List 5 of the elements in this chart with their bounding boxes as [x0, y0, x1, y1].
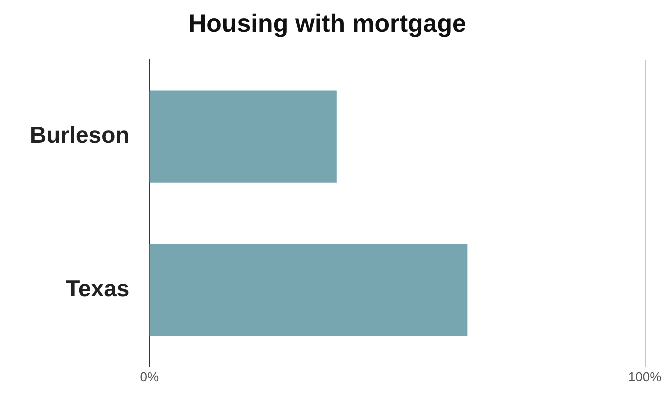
chart-title: Housing with mortgage: [188, 10, 466, 38]
y-tick-label: Burleson: [30, 122, 130, 148]
x-tick-label: 0%: [140, 370, 160, 385]
y-tick-label: Texas: [66, 276, 130, 302]
x-tick-label: 100%: [628, 370, 662, 385]
